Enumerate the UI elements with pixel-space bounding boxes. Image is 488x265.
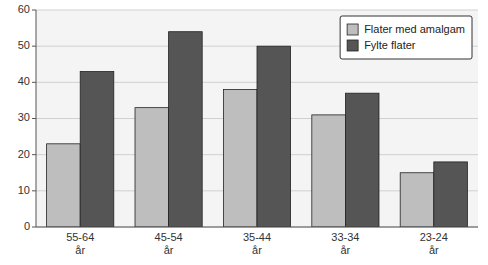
x-axis: 55-64år45-54år35-44år33-34år23-24år: [66, 231, 448, 256]
bar: [223, 90, 257, 227]
bar: [257, 46, 291, 227]
bar: [135, 108, 169, 227]
y-tick-label: 10: [18, 184, 30, 196]
x-tick-label-line: år: [341, 244, 351, 256]
y-tick: [32, 154, 36, 155]
legend-label: Flater med amalgam: [364, 23, 465, 35]
y-tick-label: 60: [18, 3, 30, 15]
bar: [434, 162, 468, 227]
y-tick-label: 0: [24, 220, 30, 232]
legend-swatch: [347, 40, 358, 51]
plot-background: [36, 10, 478, 227]
y-tick-label: 30: [18, 111, 30, 123]
x-tick-label-line: 35-44: [243, 231, 271, 243]
x-tick-label: 35-44år: [243, 231, 271, 256]
legend-box: [340, 16, 472, 59]
x-tick-label: 23-24år: [420, 231, 448, 256]
x-tick-label: 45-54år: [155, 231, 183, 256]
x-tick-label-line: år: [429, 244, 439, 256]
y-grid: [36, 10, 478, 227]
bar: [169, 32, 203, 227]
x-tick-label-line: 45-54: [155, 231, 183, 243]
y-tick: [32, 46, 36, 47]
bars: [47, 32, 468, 227]
grid-line: [36, 10, 478, 11]
legend-label: Fylte flater: [364, 39, 416, 51]
y-tick: [32, 10, 36, 11]
x-tick-label-line: år: [252, 244, 262, 256]
bar: [345, 93, 379, 227]
bar: [47, 144, 81, 227]
y-tick: [32, 118, 36, 119]
y-tick: [32, 190, 36, 191]
x-tick-label: 55-64år: [66, 231, 94, 256]
x-tick-label-line: 33-34: [331, 231, 359, 243]
x-tick-label-line: år: [164, 244, 174, 256]
x-axis-line: [36, 227, 478, 228]
y-axis: 0 10 20 30 40 50 60: [18, 3, 36, 232]
y-axis-line: [36, 10, 37, 227]
legend: Flater med amalgam Fylte flater: [340, 16, 472, 59]
chart-container: 010203040506055-64år45-54år35-44år33-34å…: [0, 0, 488, 265]
y-tick-label: 50: [18, 39, 30, 51]
y-tick-label: 20: [18, 148, 30, 160]
x-tick-label-line: 23-24: [420, 231, 448, 243]
x-tick-label-line: år: [75, 244, 85, 256]
y-tick: [32, 82, 36, 83]
y-tick-label: 40: [18, 75, 30, 87]
bar: [400, 173, 434, 227]
bar: [312, 115, 346, 227]
series-bars: [80, 32, 467, 227]
x-tick-label: 33-34år: [331, 231, 359, 256]
chart-svg: 010203040506055-64år45-54år35-44år33-34å…: [0, 0, 488, 265]
y-tick: [32, 227, 36, 228]
legend-swatch: [347, 24, 358, 35]
grid-line: [36, 227, 478, 228]
x-tick-label-line: 55-64: [66, 231, 94, 243]
bar: [80, 71, 114, 227]
